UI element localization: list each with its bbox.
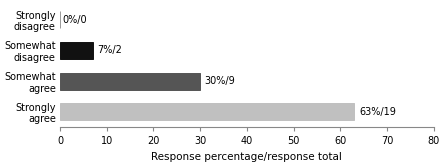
X-axis label: Response percentage/response total: Response percentage/response total — [151, 152, 342, 162]
Bar — [60, 73, 200, 89]
Bar — [60, 103, 354, 120]
Text: 30%/9: 30%/9 — [205, 76, 235, 86]
Text: 63%/19: 63%/19 — [359, 107, 396, 117]
Text: 0%/0: 0%/0 — [62, 15, 87, 25]
Text: 7%/2: 7%/2 — [97, 45, 122, 55]
Bar — [60, 42, 93, 59]
